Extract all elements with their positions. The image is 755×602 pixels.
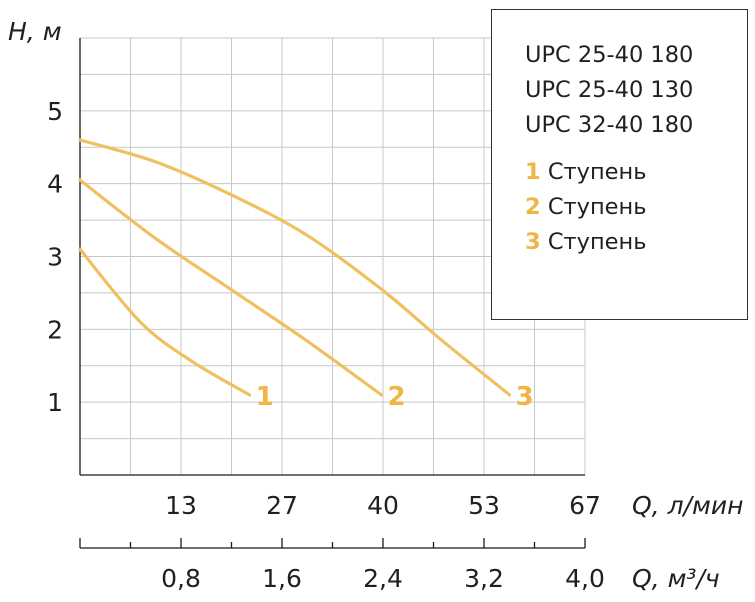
legend-model: UPC 25-40 130	[525, 77, 694, 103]
legend-stage-label: Ступень	[547, 159, 647, 185]
x-tick-label: 40	[367, 491, 399, 520]
x-axis-label: Q, л/мин	[632, 491, 743, 520]
legend-stage-label: Ступень	[547, 229, 647, 255]
secondary-x-tick-label: 2,4	[363, 564, 403, 593]
legend-stage-number: 1	[525, 159, 541, 185]
y-tick-label: 4	[47, 170, 63, 199]
y-tick-label: 5	[47, 97, 63, 126]
y-tick-label: 2	[47, 315, 63, 344]
y-axis-label: H, м	[8, 17, 62, 46]
legend-stage-number: 2	[525, 194, 541, 220]
secondary-x-tick-label: 1,6	[262, 564, 302, 593]
series-line	[78, 247, 252, 397]
series-line	[78, 138, 512, 397]
legend-model: UPC 25-40 180	[525, 42, 694, 68]
y-tick-label: 3	[47, 243, 63, 272]
x-tick-label: 13	[165, 491, 197, 520]
secondary-x-tick-label: 4,0	[565, 564, 605, 593]
series-end-label: 3	[516, 382, 534, 412]
series-end-label: 2	[387, 382, 405, 412]
legend-box: UPC 25-40 180 UPC 25-40 130 UPC 32-40 18…	[491, 9, 748, 320]
y-tick-label: 1	[47, 388, 63, 417]
legend-stage-number: 3	[525, 229, 541, 255]
legend-stage: 1 Ступень	[525, 155, 747, 190]
series-group: 1 2 3	[78, 138, 534, 412]
series-end-label: 1	[256, 382, 274, 412]
secondary-x-tick-label: 0,8	[161, 564, 201, 593]
legend-stage: 2 Ступень	[525, 190, 747, 225]
legend-stage: 3 Ступень	[525, 225, 747, 260]
series-line	[78, 178, 384, 397]
x-tick-label: 53	[468, 491, 500, 520]
legend-stage-label: Ступень	[547, 194, 647, 220]
secondary-x-ticks	[79, 538, 586, 548]
secondary-x-axis-label: Q, м³/ч	[632, 564, 720, 593]
secondary-x-tick-label: 3,2	[464, 564, 504, 593]
x-tick-label: 27	[266, 491, 298, 520]
legend-model: UPC 32-40 180	[525, 112, 694, 138]
x-tick-label: 67	[569, 491, 601, 520]
